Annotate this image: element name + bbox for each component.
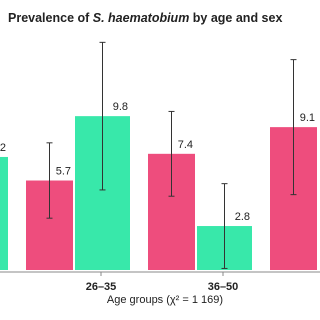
value-label: 5.7 bbox=[56, 166, 71, 178]
value-label: 2.8 bbox=[235, 211, 250, 223]
value-label: 9.1 bbox=[300, 112, 315, 124]
x-tick-label: 36–50 bbox=[208, 281, 239, 293]
x-tick-label: 26–35 bbox=[86, 281, 117, 293]
chart-title: Prevalence of S. haematobium by age and … bbox=[8, 11, 282, 25]
title-part: S. haematobium bbox=[93, 11, 190, 25]
value-label: 7.2 bbox=[0, 142, 6, 154]
x-axis-title: Age groups (χ² = 1 169) bbox=[107, 294, 223, 306]
title-part: Prevalence of bbox=[8, 11, 93, 25]
bar bbox=[0, 156, 8, 270]
value-label: 9.8 bbox=[113, 101, 128, 113]
value-label: 7.4 bbox=[178, 139, 193, 151]
title-part: by age and sex bbox=[189, 11, 282, 25]
